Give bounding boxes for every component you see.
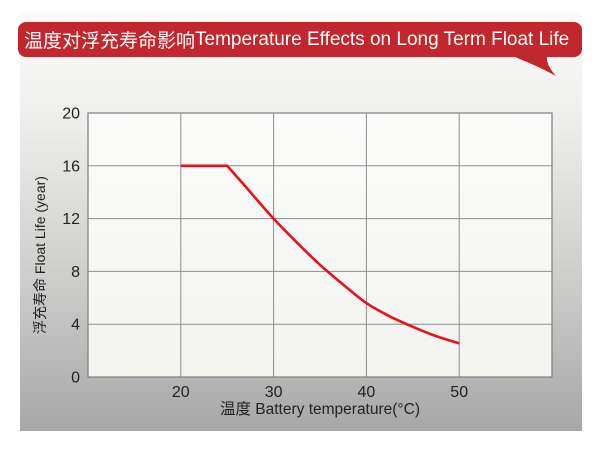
x-tick-label-30: 30 [265, 384, 283, 401]
float-life-curve [180, 164, 460, 345]
y-axis-title: 浮充寿命 Float Life (year) [32, 176, 48, 334]
y-tick-label-8: 8 [71, 264, 80, 281]
y-tick-label-20: 20 [62, 106, 80, 123]
y-tick-label-0: 0 [71, 370, 80, 387]
banner-title-en: Temperature Effects on Long Term Float L… [195, 28, 570, 50]
x-tick-label-40: 40 [358, 384, 376, 401]
banner-title-cn: 温度对浮充寿命影响 [24, 31, 196, 52]
title-banner: 温度对浮充寿命影响 Temperature Effects on Long Ter… [18, 22, 582, 57]
y-tick-label-12: 12 [62, 211, 80, 228]
banner-tail-icon [508, 54, 556, 76]
y-tick-label-4: 4 [71, 317, 80, 334]
plot-border [87, 112, 553, 378]
plot-area-background [88, 113, 552, 377]
y-tick-label-16: 16 [62, 158, 80, 175]
x-tick-label-50: 50 [450, 384, 468, 401]
x-tick-label-20: 20 [172, 384, 190, 401]
x-axis-title: 温度 Battery temperature(°C) [220, 400, 420, 418]
